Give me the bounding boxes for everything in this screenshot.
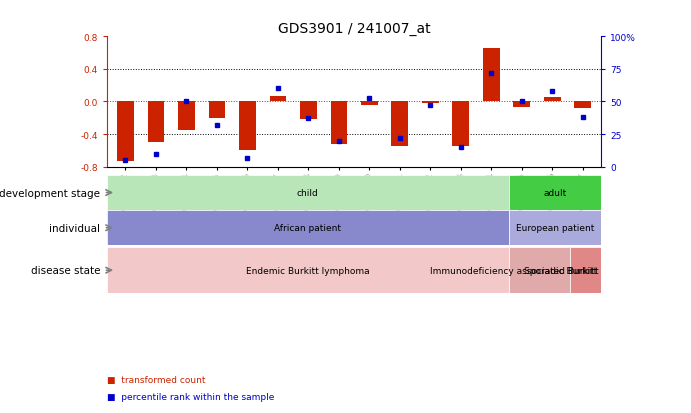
Bar [509, 248, 570, 293]
Bar [513, 102, 530, 108]
Text: ■  transformed count: ■ transformed count [107, 375, 206, 384]
Bar [209, 102, 225, 119]
Bar [483, 50, 500, 102]
Text: Sporadic Burkitt lymphoma: Sporadic Burkitt lymphoma [524, 266, 647, 275]
Bar [570, 248, 601, 293]
Text: Endemic Burkitt lymphoma: Endemic Burkitt lymphoma [246, 266, 370, 275]
Bar [178, 102, 195, 131]
Bar [147, 102, 164, 143]
Bar [544, 98, 561, 102]
Bar [422, 102, 439, 104]
Bar [239, 102, 256, 151]
Bar [107, 211, 509, 246]
Bar [509, 211, 601, 246]
Text: child: child [297, 189, 319, 197]
Bar [361, 102, 378, 105]
Bar [117, 102, 134, 161]
Bar [300, 102, 316, 120]
Bar [269, 97, 286, 102]
Text: disease state: disease state [30, 266, 100, 275]
Bar [453, 102, 469, 147]
Text: adult: adult [543, 189, 567, 197]
Text: Immunodeficiency associated Burkitt lymphoma: Immunodeficiency associated Burkitt lymp… [430, 266, 649, 275]
Bar [392, 102, 408, 147]
Text: individual: individual [49, 223, 100, 233]
Bar [330, 102, 348, 145]
Bar [509, 176, 601, 211]
Title: GDS3901 / 241007_at: GDS3901 / 241007_at [278, 22, 430, 36]
Bar [574, 102, 591, 109]
Bar [107, 248, 509, 293]
Text: ■  percentile rank within the sample: ■ percentile rank within the sample [107, 392, 274, 401]
Bar [107, 176, 509, 211]
Text: African patient: African patient [274, 224, 341, 233]
Text: European patient: European patient [515, 224, 594, 233]
Text: development stage: development stage [0, 188, 100, 198]
